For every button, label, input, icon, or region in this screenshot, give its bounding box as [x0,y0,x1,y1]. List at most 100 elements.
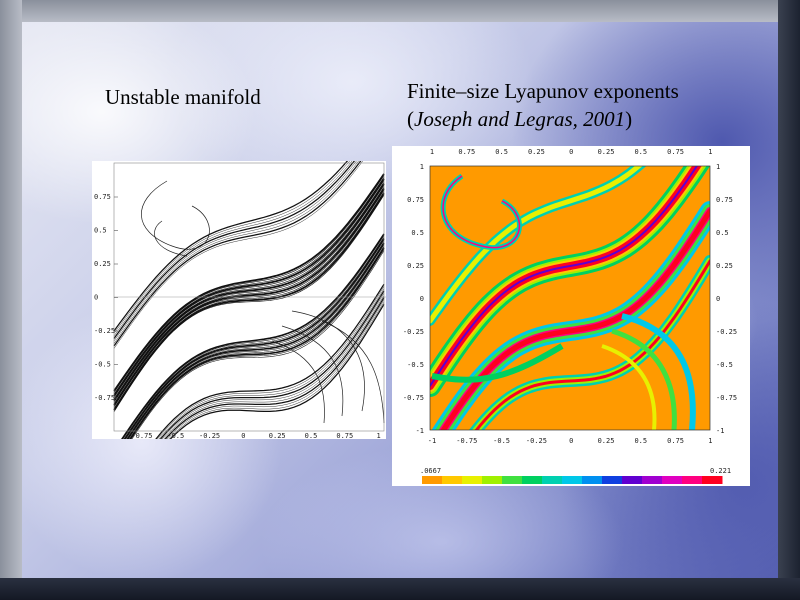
left-y-tick-label: 0.25 [94,260,111,268]
colorbar-segment [642,476,663,484]
right-tick-label: -0.25 [716,328,737,336]
unstable-manifold-svg: 0.75 0.5 0.25 0 -0.25 -0.5 -0.75 -0.75 -0.5 -0.2… [94,161,386,439]
left-ticks: 1 0.75 0.5 0.25 0 -0.25 -0.5 -0.75 -1 [403,163,424,435]
top-tick-label: 0.75 [458,148,475,156]
left-x-tick-label: -0.25 [199,432,220,439]
left-y-tick-label: 0 [94,294,98,302]
fsle-fold [431,343,564,383]
manifold-fold [154,220,188,257]
left-tick-label: 0 [420,295,424,303]
fsle-svg: 1 0.75 0.5 0.25 0 0.25 0.5 0.75 1 -1 -0.75 -0.5 -0.… [403,148,737,484]
manifold-line [169,303,385,439]
left-x-tick-label: 1 [376,432,380,439]
manifold-line [126,242,385,439]
manifold-fold [321,320,385,424]
frame-bottom [0,578,800,600]
manifold-line [113,161,353,337]
left-tick-label: 1 [420,163,424,171]
manifold-line [113,161,349,332]
left-y-tick-label: 0.75 [94,193,111,201]
slide: Unstable manifold Finite–size Lyapunov e… [22,22,778,578]
left-x-tick-label: 0 [241,432,245,439]
manifold-line [123,238,385,439]
manifold-line [113,185,385,403]
colorbar-segment [442,476,463,484]
colorbar-segment [522,476,543,484]
bottom-tick-label: -1 [428,437,436,445]
top-tick-label: 0.5 [495,148,508,156]
manifold-line [113,188,385,406]
colorbar-segment [702,476,723,484]
paren-open: ( [407,107,414,131]
left-title: Unstable manifold [105,85,261,109]
right-tick-label: -1 [716,427,724,435]
bottom-tick-label: -0.25 [526,437,547,445]
left-x-tick-label: 0.5 [305,432,318,439]
left-tick-label: -1 [416,427,424,435]
colorbar-segment [482,476,503,484]
manifold-line [113,161,364,349]
manifold-line [130,249,385,439]
manifold-line [125,239,385,439]
left-x-ticks: -0.75 -0.5 -0.25 0 0.25 0.5 0.75 1 [131,432,380,439]
fsle-fold [611,328,677,430]
left-x-tick-label: -0.5 [167,432,184,439]
top-tick-label: 0.75 [667,148,684,156]
right-citation: (Joseph and Legras, 2001) [407,106,632,132]
top-ticks: 1 0.75 0.5 0.25 0 0.25 0.5 0.75 1 [430,148,713,156]
plot-border [113,162,385,432]
left-tick-label: -0.5 [407,361,424,369]
right-tick-label: 0.25 [716,262,733,270]
manifold-line [166,299,385,439]
colorbar-min: .0667 [420,467,441,475]
left-x-tick-label: 0.75 [336,432,353,439]
left-x-tick-label: -0.75 [131,432,152,439]
citation-text: Joseph and Legras, 2001 [414,107,626,131]
right-tick-label: 0.75 [716,196,733,204]
manifold-fold [141,180,210,250]
manifold-line [168,301,385,439]
colorbar-segment [682,476,703,484]
manifold-line [113,161,350,334]
right-tick-label: 0 [716,295,720,303]
manifold-line [159,290,385,439]
colorbar-segment [422,476,443,484]
fsle-border [429,165,711,431]
manifold-line [113,192,385,411]
manifold-line [113,183,385,402]
manifold-fold [271,340,325,424]
top-tick-label: 0.25 [528,148,545,156]
top-tick-label: 1 [430,148,434,156]
bottom-tick-label: 1 [708,437,712,445]
left-y-tick-label: -0.25 [94,327,115,335]
fsle-fold [442,175,521,249]
right-ticks: 1 0.75 0.5 0.25 0 -0.25 -0.5 -0.75 -1 [716,163,737,435]
fsle-ridge [440,208,710,430]
left-tick-label: 0.25 [407,262,424,270]
fsle-fold [621,313,696,430]
manifold-line [158,288,385,439]
bottom-tick-label: 0.75 [667,437,684,445]
bottom-ticks: -1 -0.75 -0.5 -0.25 0 0.25 0.5 0.75 1 [428,437,713,445]
top-tick-label: 0.25 [598,148,615,156]
manifold-line [128,244,385,439]
colorbar [422,476,723,484]
manifold-line [113,178,385,397]
manifold-line [161,292,385,439]
bottom-tick-label: 0 [569,437,573,445]
bottom-tick-label: -0.75 [456,437,477,445]
colorbar-segment [622,476,643,484]
left-tick-label: -0.25 [403,328,424,336]
frame-right [778,0,800,600]
right-tick-label: 1 [716,163,720,171]
frame-left [0,0,22,600]
manifold-line [129,247,385,439]
manifold-line [113,173,385,392]
colorbar-max: 0.221 [710,467,731,475]
top-tick-label: 1 [708,148,712,156]
frame-top [0,0,800,22]
bottom-tick-label: 0.5 [634,437,647,445]
left-tick-label: 0.5 [411,229,424,237]
manifold-lines [113,161,385,439]
colorbar-segment [582,476,603,484]
